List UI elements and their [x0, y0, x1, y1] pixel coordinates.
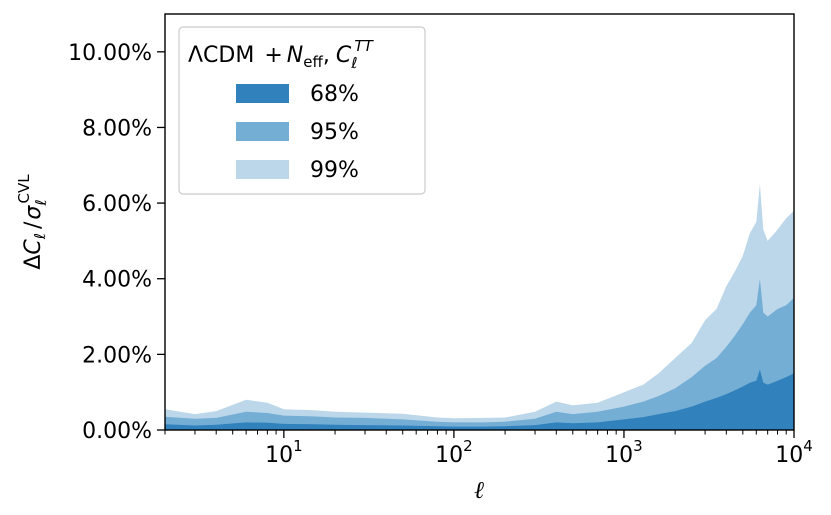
legend-swatch — [236, 122, 289, 141]
plot-frame — [164, 13, 795, 431]
x-tick-label: 103 — [605, 437, 643, 468]
legend-label: 68% — [310, 82, 359, 107]
area-series-group — [165, 184, 794, 430]
legend-label: 99% — [310, 158, 359, 183]
y-tick-label: 0.00% — [82, 419, 152, 444]
legend-title: ΛCDM + Neff, CℓTT — [188, 37, 375, 72]
svg-text:ΔCℓ/σℓCVL: ΔCℓ/σℓCVL — [15, 174, 50, 270]
x-tick-label: 102 — [435, 437, 473, 468]
legend-swatch — [236, 84, 289, 103]
y-tick-label: 6.00% — [82, 192, 152, 217]
legend: ΛCDM + Neff, CℓTT 68% 95% 99% — [178, 26, 426, 195]
x-tick-label: 101 — [265, 437, 303, 468]
y-tick-label: 2.00% — [82, 343, 152, 368]
y-axis-label: ΔCℓ/σℓCVL — [15, 174, 50, 270]
legend-frame — [178, 26, 426, 195]
y-tick-label: 4.00% — [82, 268, 152, 293]
area-band-68pct — [165, 369, 794, 430]
x-minor-ticks — [164, 430, 787, 435]
legend-label: 95% — [310, 120, 359, 145]
x-axis-label: ℓ — [474, 476, 484, 504]
legend-swatch — [236, 160, 289, 179]
legend-items: 68% 95% 99% — [236, 82, 359, 183]
y-axis-ticks: 0.00% 2.00% 4.00% 6.00% 8.00% 10.00% — [68, 41, 165, 444]
y-tick-label: 8.00% — [82, 116, 152, 141]
x-tick-label: 104 — [775, 437, 813, 468]
y-tick-label: 10.00% — [68, 41, 152, 66]
x-axis-ticks: 101 102 103 104 — [265, 430, 813, 468]
